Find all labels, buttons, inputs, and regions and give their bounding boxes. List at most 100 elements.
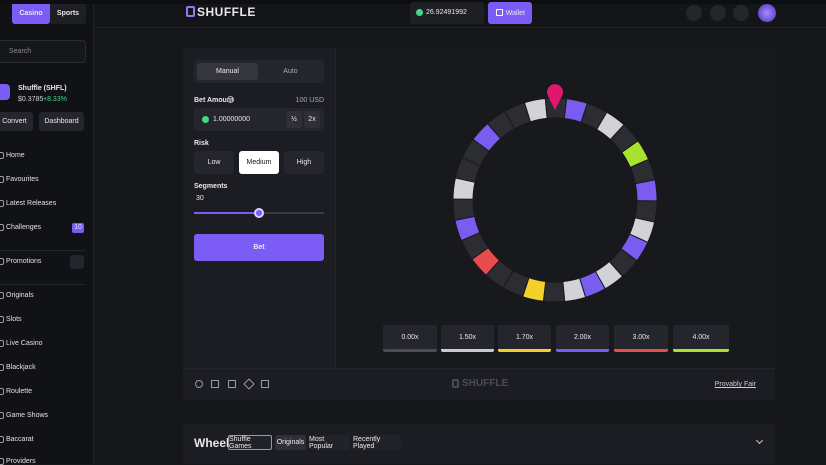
convert-button[interactable]: Convert — [0, 112, 33, 131]
bet-usd: 100 USD — [295, 97, 324, 104]
nav-icon — [0, 436, 4, 443]
nav-icon — [0, 200, 4, 207]
nav-icon — [0, 292, 4, 299]
multiplier-box: 2.00x — [556, 325, 609, 352]
game-title: Wheel — [194, 436, 230, 450]
wallet-button[interactable]: Wallet — [488, 2, 532, 24]
token-price: $0.3785 — [18, 96, 44, 103]
provably-fair-link[interactable]: Provably Fair — [714, 381, 756, 388]
wheel-segment — [542, 280, 566, 303]
wheel-segment — [452, 198, 476, 221]
nav-icon — [0, 224, 4, 231]
nav-icon — [0, 388, 4, 395]
nav-item[interactable]: Baccarat — [6, 436, 34, 443]
multiplier-box: 3.00x — [614, 325, 668, 352]
info-icon — [227, 96, 234, 103]
tag[interactable]: Originals — [275, 435, 306, 450]
avatar[interactable] — [758, 4, 776, 22]
nav-icon — [0, 258, 4, 265]
double-button[interactable]: 2x — [304, 111, 320, 128]
logo[interactable]: SHUFFLE — [197, 5, 256, 19]
nav-item[interactable]: Game Shows — [6, 412, 49, 419]
multiplier-label: 3.00x — [632, 333, 650, 341]
icon-button[interactable] — [686, 5, 702, 21]
multiplier-label: 4.00x — [692, 333, 710, 341]
wallet-icon — [496, 9, 503, 16]
tag[interactable]: Shuffle Games — [228, 435, 272, 450]
multiplier-label: 1.70x — [515, 333, 534, 341]
nav-icon — [0, 340, 4, 347]
multiplier-label: 2.00x — [573, 333, 592, 341]
multiplier-box: 0.00x — [383, 325, 437, 352]
bet-amount-label: Bet Amount — [194, 97, 234, 104]
slider-fill — [194, 212, 259, 214]
nav-item[interactable]: Home — [6, 152, 25, 159]
slider-thumb[interactable] — [254, 208, 264, 218]
icon-button[interactable] — [710, 5, 726, 21]
dashboard-button[interactable]: Dashboard — [39, 112, 84, 131]
mode-manual[interactable]: Manual — [197, 63, 258, 80]
logo-mark — [186, 6, 195, 17]
nav-icon — [0, 316, 4, 323]
settings-icon[interactable] — [195, 380, 203, 388]
divider — [0, 284, 86, 285]
risk-high[interactable]: High — [284, 151, 324, 174]
multiplier-label: 0.00x — [401, 333, 419, 341]
nav-item[interactable]: Latest Releases — [6, 200, 57, 207]
nav-item[interactable]: Favourites — [6, 176, 39, 183]
half-button[interactable]: ½ — [286, 111, 302, 128]
divider — [0, 250, 86, 251]
tag-label: Recently Played — [353, 435, 381, 450]
tag[interactable]: Most Popular — [309, 435, 350, 450]
multiplier-box: 1.50x — [441, 325, 494, 352]
share-icon[interactable] — [261, 380, 269, 388]
tag[interactable]: Recently Played — [353, 435, 401, 450]
nav-item[interactable]: Challenges — [6, 224, 42, 231]
search-box[interactable] — [0, 40, 86, 63]
theatre-icon[interactable] — [228, 380, 236, 388]
token-name: Shuffle (SHFL) — [18, 85, 67, 92]
search-placeholder: Search — [9, 48, 32, 55]
wheel — [452, 84, 658, 303]
bet-button[interactable]: Bet — [194, 234, 324, 261]
token-icon — [0, 84, 10, 100]
tab-casino[interactable]: Casino — [12, 2, 50, 24]
nav-item[interactable]: Blackjack — [6, 364, 36, 371]
wheel-segment — [634, 179, 658, 202]
multiplier-box: 1.70x — [498, 325, 551, 352]
nav-icon — [0, 364, 4, 371]
coin-icon — [202, 116, 209, 123]
segments-value: 30 — [196, 195, 204, 202]
balance: 26.92491992 — [426, 9, 467, 16]
balance-box[interactable] — [410, 2, 484, 24]
tag-label: Most Popular — [309, 435, 334, 450]
multiplier-label: 1.50x — [458, 333, 477, 341]
stats-icon[interactable] — [211, 380, 219, 388]
nav-icon — [0, 152, 4, 159]
footer-logo-mark — [452, 379, 459, 388]
footer-logo: SHUFFLE — [462, 378, 509, 389]
nav-item[interactable]: Slots — [6, 316, 22, 323]
token-change: +8.33% — [43, 96, 67, 103]
nav-item[interactable]: Originals — [6, 292, 34, 299]
wheel-segment — [504, 102, 532, 130]
risk-low[interactable]: Low — [194, 151, 234, 174]
game-footer — [183, 368, 775, 400]
coin-icon — [416, 9, 423, 16]
nav-item[interactable]: Providers — [6, 458, 36, 465]
icon-button[interactable] — [733, 5, 749, 21]
mode-auto[interactable]: Auto — [283, 68, 298, 75]
risk-label: Risk — [194, 140, 209, 147]
nav-chevron-box[interactable] — [70, 255, 84, 269]
multiplier-box: 4.00x — [673, 325, 729, 352]
nav-item[interactable]: Roulette — [6, 388, 33, 395]
segments-label: Segments — [194, 183, 228, 190]
nav-icon — [0, 176, 4, 183]
tab-sports[interactable]: Sports — [50, 2, 86, 24]
nav-item[interactable]: Live Casino — [6, 340, 43, 347]
tag-label: Originals — [276, 439, 305, 446]
nav-item[interactable]: Promotions — [6, 258, 42, 265]
nav-icon — [0, 412, 4, 419]
risk-medium[interactable]: Medium — [239, 151, 279, 174]
